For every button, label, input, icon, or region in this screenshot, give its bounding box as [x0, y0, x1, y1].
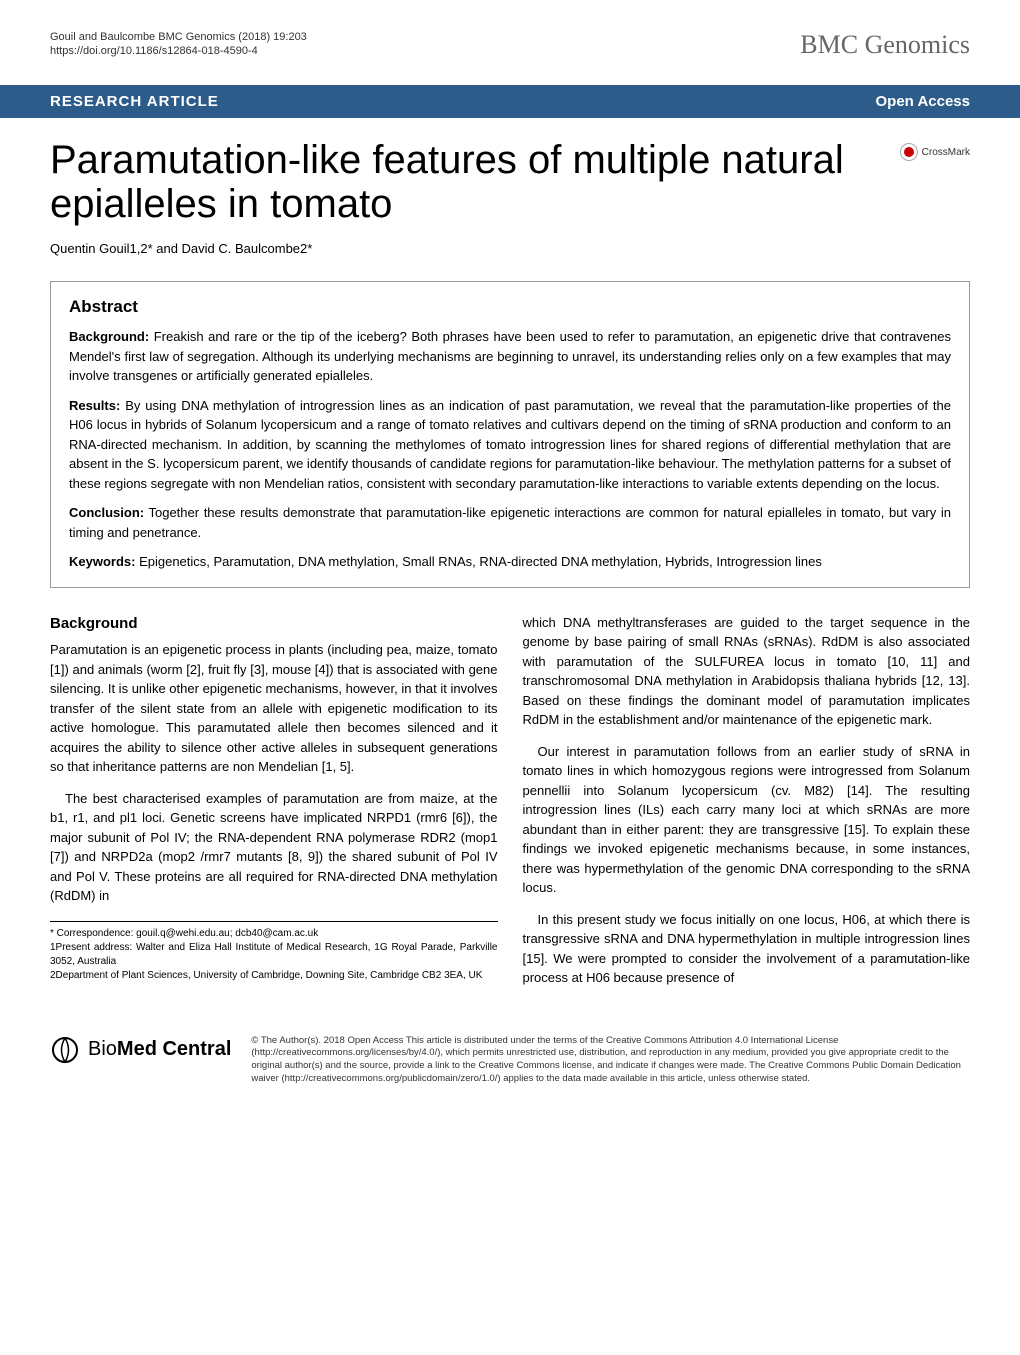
article-title: Paramutation-like features of multiple n… [50, 138, 880, 226]
content: Paramutation-like features of multiple n… [0, 118, 1020, 1020]
abstract-background-label: Background: [69, 329, 149, 344]
article-type-bar: RESEARCH ARTICLE Open Access [0, 85, 1020, 118]
keywords-text: Epigenetics, Paramutation, DNA methylati… [135, 554, 821, 569]
abstract-background-text: Freakish and rare or the tip of the iceb… [69, 329, 951, 383]
crossmark-icon [900, 143, 918, 161]
column-left: Background Paramutation is an epigenetic… [50, 613, 498, 1000]
journal-name: BMC Genomics [800, 30, 970, 60]
citation-line1: Gouil and Baulcombe BMC Genomics (2018) … [50, 30, 307, 44]
background-heading: Background [50, 613, 498, 636]
correspondence: * Correspondence: gouil.q@wehi.edu.au; d… [50, 921, 498, 983]
biomed-logo: BioMed Central [50, 1035, 231, 1065]
body-paragraph: Paramutation is an epigenetic process in… [50, 640, 498, 777]
license-text: © The Author(s). 2018 Open Access This a… [251, 1035, 970, 1086]
keywords-label: Keywords: [69, 554, 135, 569]
body-paragraph: In this present study we focus initially… [523, 910, 971, 988]
crossmark-badge[interactable]: CrossMark [900, 143, 970, 161]
title-row: Paramutation-like features of multiple n… [50, 138, 970, 241]
abstract-results-text: By using DNA methylation of introgressio… [69, 398, 951, 491]
body-paragraph: which DNA methyltransferases are guided … [523, 613, 971, 730]
abstract-conclusion-text: Together these results demonstrate that … [69, 505, 951, 540]
header: Gouil and Baulcombe BMC Genomics (2018) … [0, 0, 1020, 85]
correspondence-affiliation1: 1Present address: Walter and Eliza Hall … [50, 941, 498, 969]
abstract-keywords: Keywords: Epigenetics, Paramutation, DNA… [69, 552, 951, 572]
biomed-logo-text: BioMed Central [88, 1038, 231, 1061]
citation: Gouil and Baulcombe BMC Genomics (2018) … [50, 30, 307, 59]
abstract-results: Results: By using DNA methylation of int… [69, 396, 951, 494]
abstract-background: Background: Freakish and rare or the tip… [69, 327, 951, 386]
body-columns: Background Paramutation is an epigenetic… [50, 613, 970, 1000]
crossmark-label: CrossMark [922, 147, 970, 158]
citation-line2: https://doi.org/10.1186/s12864-018-4590-… [50, 44, 307, 58]
correspondence-emails: * Correspondence: gouil.q@wehi.edu.au; d… [50, 927, 498, 941]
open-access: Open Access [876, 93, 971, 110]
body-paragraph: The best characterised examples of param… [50, 789, 498, 906]
correspondence-affiliation2: 2Department of Plant Sciences, Universit… [50, 969, 498, 983]
biomed-icon [50, 1035, 80, 1065]
header-top: Gouil and Baulcombe BMC Genomics (2018) … [50, 30, 970, 60]
abstract-conclusion-label: Conclusion: [69, 505, 144, 520]
abstract-box: Abstract Background: Freakish and rare o… [50, 281, 970, 588]
column-right: which DNA methyltransferases are guided … [523, 613, 971, 1000]
abstract-conclusion: Conclusion: Together these results demon… [69, 503, 951, 542]
article-type: RESEARCH ARTICLE [50, 93, 219, 110]
abstract-results-label: Results: [69, 398, 120, 413]
footer: BioMed Central © The Author(s). 2018 Ope… [0, 1020, 1020, 1116]
body-paragraph: Our interest in paramutation follows fro… [523, 742, 971, 898]
abstract-heading: Abstract [69, 297, 951, 317]
authors: Quentin Gouil1,2* and David C. Baulcombe… [50, 241, 970, 256]
